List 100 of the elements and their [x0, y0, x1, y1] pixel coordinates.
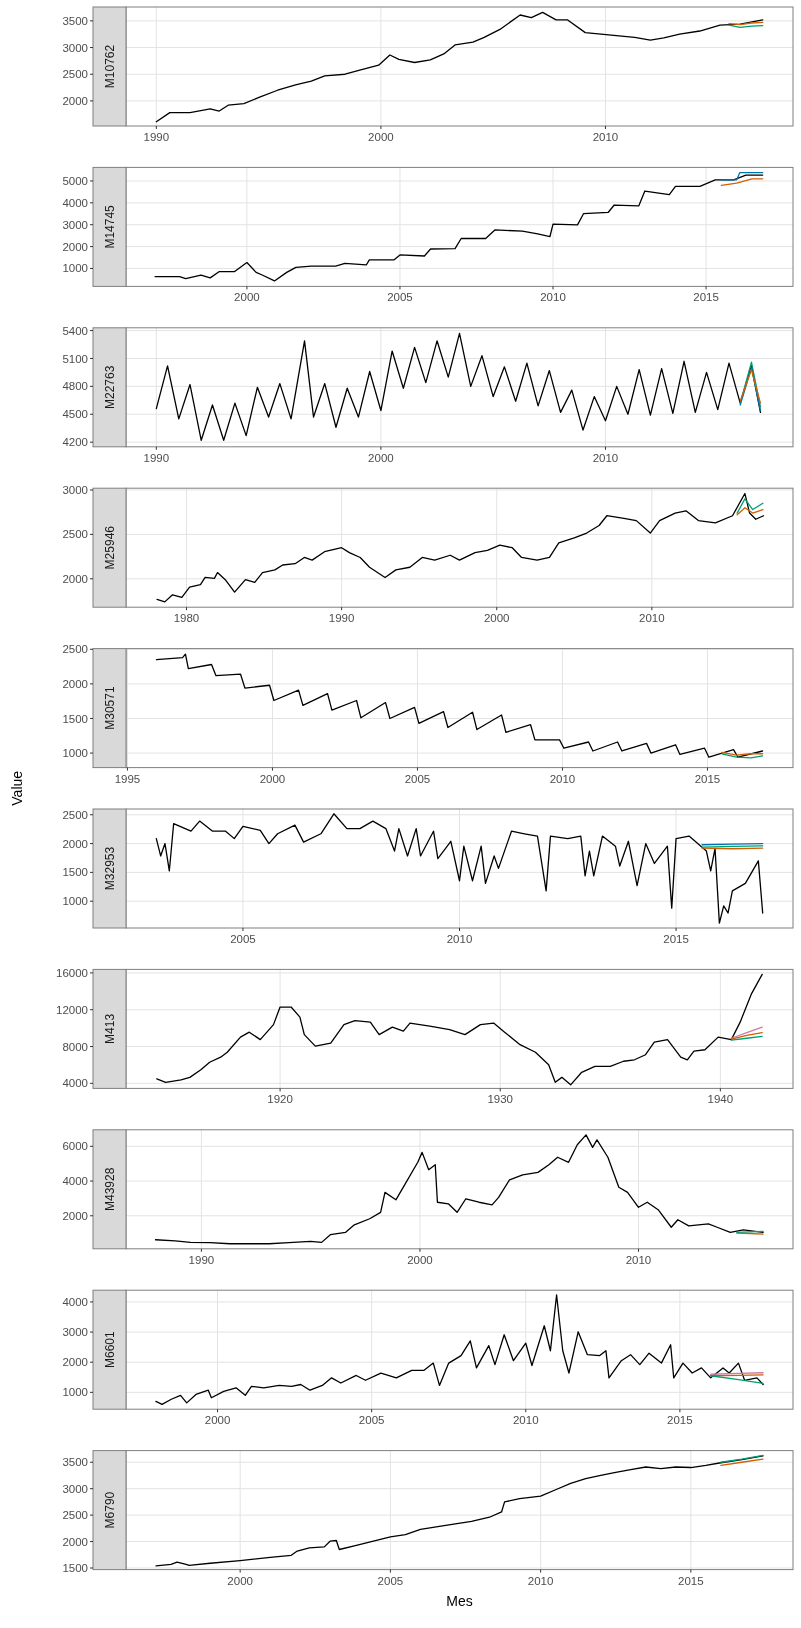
x-tick-label: 2010: [625, 1253, 652, 1266]
x-tick-label: 2000: [204, 1414, 231, 1427]
y-tick-label: 3000: [62, 484, 88, 496]
y-tick-label: 1500: [62, 712, 88, 725]
x-tick-label: 2005: [230, 933, 256, 945]
y-tick-label: 3500: [62, 1456, 88, 1469]
y-tick-label: 3500: [62, 14, 88, 27]
y-tick-label: 2000: [62, 1356, 88, 1369]
x-tick-label: 2000: [368, 131, 394, 143]
x-tick-label: 2000: [227, 1574, 253, 1587]
x-tick-label: 1990: [188, 1253, 215, 1266]
x-tick-label: 2000: [259, 772, 286, 785]
y-tick-label: 2500: [62, 528, 88, 541]
y-tick-label: 4000: [62, 196, 88, 209]
y-tick-label: 1500: [62, 1562, 88, 1575]
y-tick-label: 5100: [62, 352, 88, 365]
y-tick-label: 2500: [62, 808, 88, 821]
line-series: [155, 813, 764, 924]
text: M14745: [102, 204, 117, 249]
x-tick-label: 2000: [368, 451, 394, 464]
x-tick-label: 2015: [694, 772, 721, 785]
y-tick-label: 3000: [62, 41, 88, 54]
line-series: [155, 1294, 764, 1406]
line-series: [736, 507, 764, 516]
x-tick-label: 2005: [377, 1574, 404, 1587]
x-tick-label: 1930: [487, 1093, 514, 1106]
x-tick-label: 2015: [663, 933, 689, 945]
x-tick-label: 1980: [173, 612, 200, 625]
y-tick-label: 4000: [62, 1295, 88, 1308]
y-tick-label: 1000: [62, 747, 88, 760]
y-tick-label: 2500: [62, 68, 88, 81]
x-tick-label: 2000: [407, 1253, 433, 1266]
y-tick-label: 4000: [62, 1175, 88, 1188]
line-series: [155, 1455, 764, 1567]
x-tick-label: 1920: [267, 1093, 293, 1106]
x-axis-title: Mes: [446, 1592, 473, 1609]
text: M30571: [102, 686, 117, 730]
y-tick-label: 2000: [62, 677, 88, 690]
x-tick-label: 2010: [512, 1414, 539, 1427]
y-tick-label: 3000: [62, 1326, 88, 1339]
x-tick-label: 2010: [592, 451, 619, 464]
x-tick-label: 1990: [143, 451, 170, 464]
line-series: [154, 174, 764, 282]
y-tick-label: 2000: [62, 1535, 88, 1548]
y-tick-label: 5000: [62, 174, 88, 187]
x-tick-label: 2010: [549, 772, 576, 785]
line-series: [156, 492, 765, 603]
text: M6790: [102, 1491, 117, 1529]
y-tick-label: 1000: [62, 1386, 88, 1399]
y-tick-label: 2000: [62, 1209, 88, 1222]
line-series: [156, 973, 763, 1086]
y-tick-label: 2000: [62, 572, 88, 585]
text: M22763: [102, 365, 117, 409]
text: M6601: [102, 1331, 117, 1369]
x-tick-label: 2000: [483, 612, 510, 625]
text: M25946: [102, 525, 117, 570]
line-series: [736, 498, 764, 514]
x-tick-label: 1940: [707, 1093, 734, 1106]
x-tick-label: 1995: [114, 772, 141, 785]
x-tick-label: 2010: [446, 933, 473, 945]
x-tick-label: 2015: [693, 291, 719, 304]
y-tick-label: 2000: [62, 240, 88, 253]
y-tick-label: 1500: [62, 866, 88, 879]
x-tick-label: 1990: [143, 131, 170, 143]
y-tick-label: 4000: [62, 1077, 88, 1090]
line-series: [155, 332, 762, 441]
x-tick-label: 2010: [527, 1574, 554, 1587]
y-tick-label: 4500: [62, 408, 88, 421]
x-tick-label: 2010: [540, 291, 566, 304]
text: M413: [102, 1013, 117, 1044]
text: M43928: [102, 1167, 117, 1211]
y-tick-label: 2500: [62, 643, 88, 656]
text: M10762: [102, 44, 117, 89]
line-series: [154, 1134, 764, 1245]
y-tick-label: 4800: [62, 380, 88, 393]
line-series: [155, 11, 764, 123]
x-tick-label: 2015: [678, 1574, 704, 1587]
x-tick-label: 2010: [639, 612, 665, 625]
y-tick-label: 6000: [62, 1140, 88, 1153]
x-tick-label: 2000: [234, 291, 260, 304]
y-tick-label: 16000: [56, 966, 88, 979]
x-tick-label: 2005: [387, 291, 413, 304]
y-tick-label: 3000: [62, 1482, 88, 1495]
x-tick-label: 2005: [404, 772, 431, 785]
x-tick-label: 2010: [592, 131, 619, 143]
y-tick-label: 5400: [62, 324, 88, 337]
y-tick-label: 8000: [62, 1040, 88, 1053]
y-tick-label: 2000: [62, 94, 88, 107]
x-tick-label: 2015: [667, 1414, 693, 1427]
y-axis-title: Value: [9, 770, 25, 806]
x-tick-label: 2005: [358, 1414, 385, 1427]
y-tick-label: 1000: [62, 262, 88, 275]
line-series: [155, 653, 764, 758]
y-tick-label: 3000: [62, 218, 88, 231]
y-tick-label: 12000: [56, 1003, 88, 1016]
x-tick-label: 1990: [328, 612, 355, 625]
y-tick-label: 4200: [62, 436, 88, 449]
y-tick-label: 1000: [62, 895, 88, 908]
y-tick-label: 2000: [62, 837, 88, 850]
y-tick-label: 2500: [62, 1509, 88, 1522]
